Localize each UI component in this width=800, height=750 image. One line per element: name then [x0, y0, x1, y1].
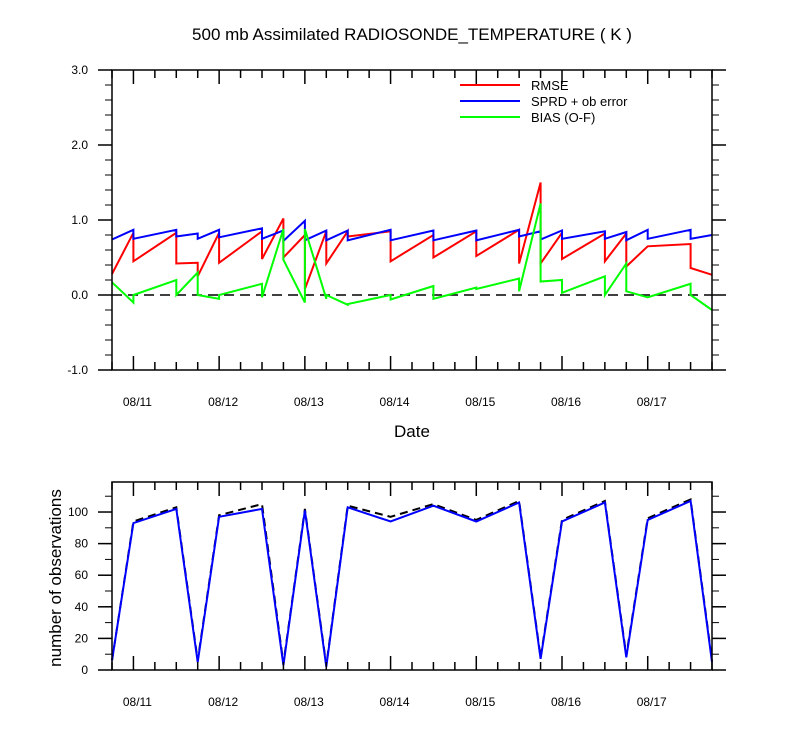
bottom-panel: 0 20 40 60 80 100 08/11 08/12 08/13 08/14 08/15 08/… — [68, 481, 726, 709]
top-panel: -1.0 0.0 1.0 2.0 3.0 08/11 08/12 08/13 08/14 08/1… — [67, 63, 726, 409]
top-series-bias-o-f — [111, 203, 713, 311]
bottom-ytick-label: 60 — [75, 568, 89, 582]
bottom-ytick-label: 0 — [81, 663, 88, 677]
bottom-series-observations-used — [111, 499, 713, 667]
chart-title: 500 mb Assimilated RADIOSONDE_TEMPERATUR… — [192, 25, 632, 44]
top-ytick-label: 0.0 — [71, 288, 88, 302]
top-xtick-label: 08/12 — [208, 395, 238, 409]
bottom-series-group — [111, 497, 713, 667]
bottom-xtick-label: 08/12 — [208, 695, 238, 709]
top-plot-frame — [111, 69, 713, 371]
top-series-group — [111, 182, 713, 311]
y-axis-title-bottom: number of observations — [46, 489, 65, 667]
bottom-ytick-label: 100 — [68, 505, 88, 519]
bottom-ytick-label: 20 — [75, 631, 89, 645]
bottom-plot-frame — [111, 481, 713, 671]
top-xtick-label: 08/17 — [637, 395, 667, 409]
bottom-ytick-label: 40 — [75, 600, 89, 614]
bottom-series-observations-possible — [111, 497, 713, 666]
bottom-xtick-label: 08/15 — [465, 695, 495, 709]
legend-label-0: RMSE — [531, 78, 569, 93]
bottom-xtick-label: 08/11 — [123, 695, 152, 709]
bottom-xtick-label: 08/16 — [551, 695, 581, 709]
top-xtick-label: 08/13 — [294, 395, 324, 409]
legend-label-2: BIAS (O-F) — [531, 110, 595, 125]
top-ytick-label: 2.0 — [71, 138, 88, 152]
bottom-xtick-label: 08/14 — [380, 695, 410, 709]
bottom-xtick-label: 08/17 — [637, 695, 667, 709]
bottom-ticks: 0 20 40 60 80 100 08/11 08/12 08/13 08/14 08/15 08/… — [68, 482, 726, 709]
top-xtick-label: 08/11 — [123, 395, 152, 409]
legend-label-1: SPRD + ob error — [531, 94, 628, 109]
top-ytick-label: 3.0 — [71, 63, 88, 77]
top-series-sprd-ob-error — [111, 218, 713, 244]
x-axis-title: Date — [394, 422, 430, 441]
top-ytick-label: -1.0 — [67, 363, 88, 377]
top-xtick-label: 08/15 — [465, 395, 495, 409]
top-xtick-label: 08/16 — [551, 395, 581, 409]
top-ytick-label: 1.0 — [71, 213, 88, 227]
bottom-xtick-label: 08/13 — [294, 695, 324, 709]
top-xtick-label: 08/14 — [380, 395, 410, 409]
top-ticks: -1.0 0.0 1.0 2.0 3.0 08/11 08/12 08/13 08/14 08/1… — [67, 63, 726, 409]
bottom-ytick-label: 80 — [75, 537, 89, 551]
